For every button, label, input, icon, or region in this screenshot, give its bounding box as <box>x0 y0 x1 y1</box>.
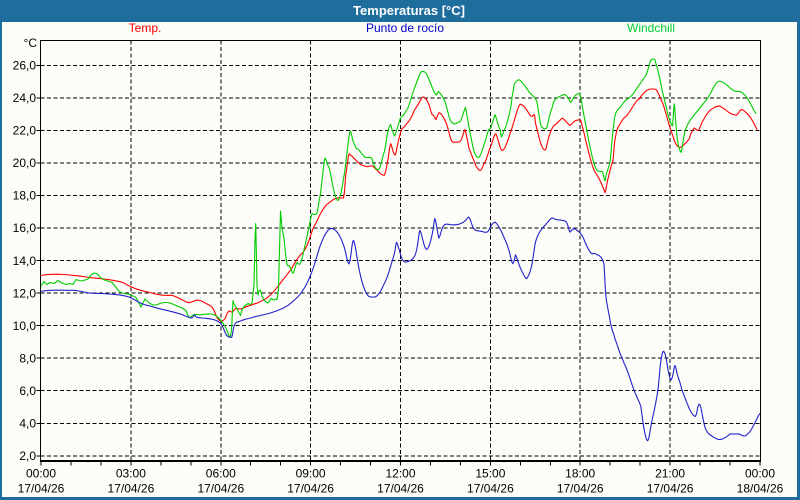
svg-text:06:00: 06:00 <box>206 467 236 481</box>
svg-text:2,0: 2,0 <box>19 449 36 463</box>
svg-text:14,0: 14,0 <box>13 254 37 268</box>
svg-text:24,0: 24,0 <box>13 91 37 105</box>
svg-text:18:00: 18:00 <box>565 467 595 481</box>
svg-text:8,0: 8,0 <box>19 351 36 365</box>
svg-text:17/04/26: 17/04/26 <box>18 482 65 496</box>
svg-text:17/04/26: 17/04/26 <box>557 482 604 496</box>
svg-text:00:00: 00:00 <box>745 467 775 481</box>
svg-text:17/04/26: 17/04/26 <box>467 482 514 496</box>
svg-text:15:00: 15:00 <box>475 467 505 481</box>
svg-text:21:00: 21:00 <box>655 467 685 481</box>
svg-text:00:00: 00:00 <box>26 467 56 481</box>
svg-text:17/04/26: 17/04/26 <box>377 482 424 496</box>
svg-text:°C: °C <box>24 36 38 50</box>
svg-text:17/04/26: 17/04/26 <box>108 482 155 496</box>
svg-text:12,0: 12,0 <box>13 286 37 300</box>
svg-text:17/04/26: 17/04/26 <box>197 482 244 496</box>
svg-text:12:00: 12:00 <box>385 467 415 481</box>
svg-text:16,0: 16,0 <box>13 221 37 235</box>
svg-text:17/04/26: 17/04/26 <box>647 482 694 496</box>
svg-text:26,0: 26,0 <box>13 59 37 73</box>
svg-text:22,0: 22,0 <box>13 124 37 138</box>
svg-text:20,0: 20,0 <box>13 156 37 170</box>
svg-text:4,0: 4,0 <box>19 417 36 431</box>
svg-text:18/04/26: 18/04/26 <box>737 482 784 496</box>
svg-text:6,0: 6,0 <box>19 384 36 398</box>
svg-text:17/04/26: 17/04/26 <box>287 482 334 496</box>
svg-text:10,0: 10,0 <box>13 319 37 333</box>
svg-text:18,0: 18,0 <box>13 189 37 203</box>
svg-text:09:00: 09:00 <box>296 467 326 481</box>
svg-text:03:00: 03:00 <box>116 467 146 481</box>
